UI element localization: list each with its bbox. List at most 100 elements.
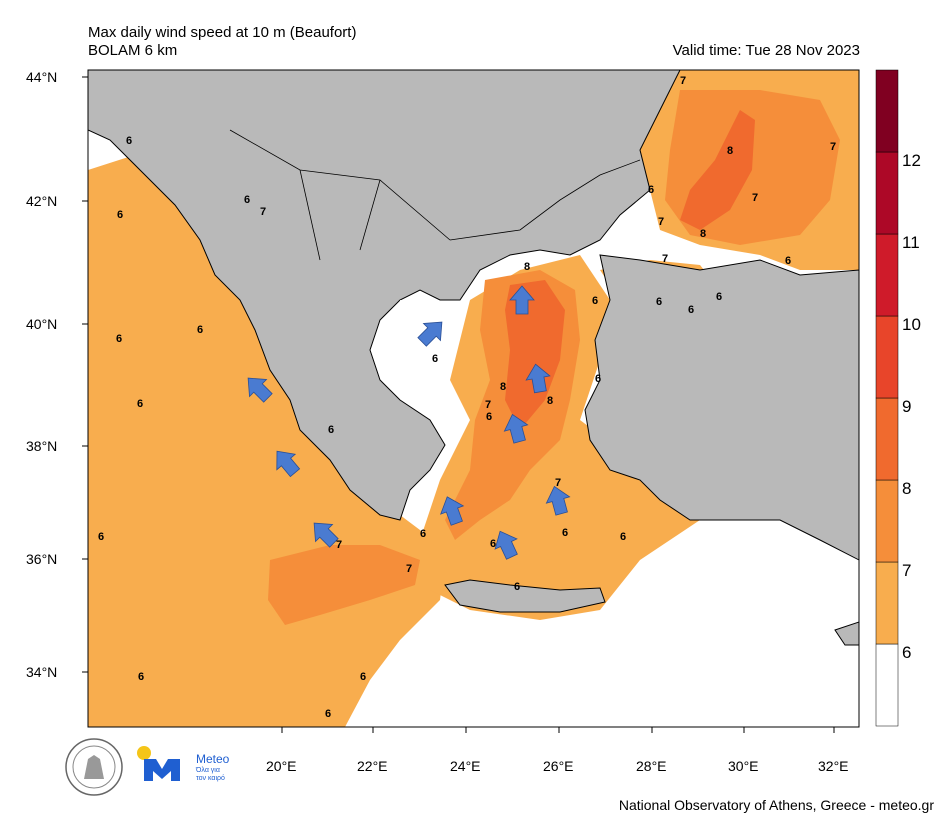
wind-arrow-icon <box>440 496 465 526</box>
wind-arrow-icon <box>545 485 571 516</box>
contour-label: 7 <box>555 477 561 489</box>
wind-arrow-icon <box>276 450 301 478</box>
contour-label: 7 <box>485 399 491 411</box>
contour-label: 7 <box>336 539 342 551</box>
contour-label: 8 <box>524 261 530 273</box>
contour-label: 8 <box>727 145 733 157</box>
contour-label: 6 <box>325 708 331 720</box>
contour-label: 6 <box>648 184 654 196</box>
contour-label: 6 <box>716 291 722 303</box>
footer-credit: National Observatory of Athens, Greece -… <box>618 797 934 813</box>
lon-label-20: 20°E <box>266 758 297 774</box>
contour-label: 7 <box>406 563 412 575</box>
contour-label: 6 <box>656 296 662 308</box>
contour-label: 6 <box>137 398 143 410</box>
contour-label: 7 <box>830 141 836 153</box>
observatory-seal-icon <box>65 738 123 796</box>
colorbar-label-7: 7 <box>902 561 912 580</box>
lat-label-40: 40°N <box>26 316 58 332</box>
colorbar-segment <box>875 479 899 563</box>
colorbar-segment <box>875 561 899 645</box>
lon-label-24: 24°E <box>450 758 481 774</box>
lat-label-36: 36°N <box>26 551 58 567</box>
contour-label: 8 <box>547 395 553 407</box>
contour-label: 7 <box>260 206 266 218</box>
wind-arrow-icon <box>417 321 443 347</box>
contour-label: 8 <box>500 381 506 393</box>
wind-arrow-icon <box>247 377 273 403</box>
contour-label: 6 <box>360 671 366 683</box>
contour-label: 6 <box>420 528 426 540</box>
colorbar-segment <box>875 233 899 317</box>
contour-label: 6 <box>244 194 250 206</box>
colorbar-segment <box>875 315 899 399</box>
valid-time: Valid time: Tue 28 Nov 2023 <box>672 42 860 59</box>
contour-label: 6 <box>785 255 791 267</box>
contour-label: 6 <box>620 531 626 543</box>
contour-label: 6 <box>197 324 203 336</box>
map-frame <box>87 69 860 728</box>
lat-label-44: 44°N <box>26 69 58 85</box>
colorbar-label-12: 12 <box>902 151 921 170</box>
model-name: BOLAM 6 km <box>88 42 178 59</box>
contour-label: 7 <box>752 192 758 204</box>
contour-label: 6 <box>98 531 104 543</box>
contour-label: 7 <box>662 253 668 265</box>
land-crete <box>444 579 606 613</box>
wind-arrow-icon <box>509 285 535 315</box>
bf7-patch-south <box>268 545 420 625</box>
bf8-core-aegean <box>505 280 565 430</box>
contour-label: 7 <box>658 216 664 228</box>
lon-label-26: 26°E <box>543 758 574 774</box>
contour-label: 6 <box>562 527 568 539</box>
lat-label-34: 34°N <box>26 664 58 680</box>
land-balkans <box>88 70 681 521</box>
land-cyprus <box>834 621 859 646</box>
lat-label-42: 42°N <box>26 193 58 209</box>
colorbar-label-11: 11 <box>902 233 920 252</box>
contour-label: 6 <box>138 671 144 683</box>
contour-label: 6 <box>116 333 122 345</box>
contour-label: 6 <box>486 411 492 423</box>
wind-arrow-icon <box>494 530 518 560</box>
contour-label: 6 <box>688 304 694 316</box>
contour-label: 6 <box>592 295 598 307</box>
wind-arrow-icon <box>313 522 339 548</box>
colorbar-segment <box>875 643 899 727</box>
lon-label-28: 28°E <box>636 758 667 774</box>
colorbar-label-6: 6 <box>902 643 912 662</box>
colorbar-label-10: 10 <box>902 315 921 334</box>
contour-label: 8 <box>700 228 706 240</box>
contour-label: 7 <box>680 75 686 87</box>
contour-label: 6 <box>595 373 601 385</box>
lon-label-30: 30°E <box>728 758 759 774</box>
meteo-logo-title: Meteo <box>196 752 230 766</box>
colorbar-label-9: 9 <box>902 397 912 416</box>
contour-label: 6 <box>432 353 438 365</box>
contour-label: 6 <box>328 424 334 436</box>
bf8-core-blacksea <box>680 110 755 230</box>
colorbar-label-8: 8 <box>902 479 912 498</box>
map-title: Max daily wind speed at 10 m (Beaufort) <box>88 24 357 41</box>
lat-label-38: 38°N <box>26 438 58 454</box>
colorbar-segment <box>875 151 899 235</box>
contour-label: 6 <box>117 209 123 221</box>
colorbar <box>875 69 899 727</box>
contour-label: 6 <box>490 538 496 550</box>
colorbar-segment <box>875 69 899 153</box>
borders <box>229 129 641 261</box>
colorbar-segment <box>875 397 899 481</box>
land-anatolia <box>584 254 859 561</box>
meteo-logo-icon <box>137 746 180 781</box>
wind-arrows <box>247 285 571 560</box>
lon-label-22: 22°E <box>357 758 388 774</box>
lon-label-32: 32°E <box>818 758 849 774</box>
contour-label: 6 <box>514 581 520 593</box>
wind-arrow-icon <box>503 413 529 444</box>
wind-arrow-icon <box>525 363 551 394</box>
meteo-logo-tagline1: Όλα για <box>196 767 220 774</box>
contour-label: 6 <box>126 135 132 147</box>
meteo-logo-tagline2: τον καιρό <box>196 775 225 782</box>
